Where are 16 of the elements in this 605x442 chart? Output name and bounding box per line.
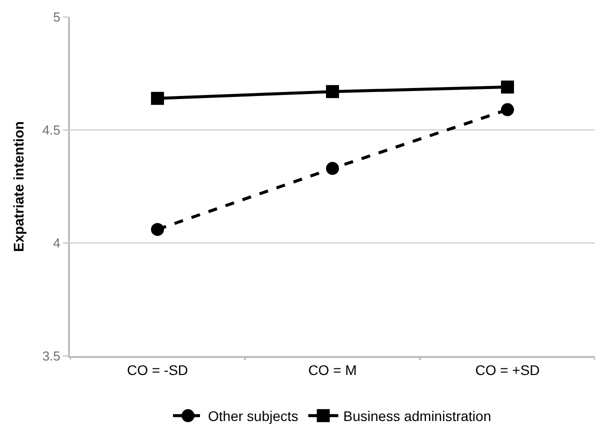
y-tick-label: 4.5 [42,122,60,138]
legend-label: Business administration [343,408,492,424]
y-axis-title: Expatriate intention [10,121,26,252]
y-tick-label: 3.5 [42,348,60,364]
point [501,80,514,94]
point [326,162,339,175]
point [151,92,164,105]
x-tick-label: CO = +SD [475,362,540,378]
point [501,103,514,116]
y-tick-label: 5 [53,10,60,25]
y-tick-label: 4 [53,236,60,251]
legend-label: Other subjects [208,408,298,424]
x-tick-label: CO = M [308,362,357,378]
point [151,222,164,236]
x-tick-label: CO = -SD [126,362,188,378]
point [326,85,339,98]
